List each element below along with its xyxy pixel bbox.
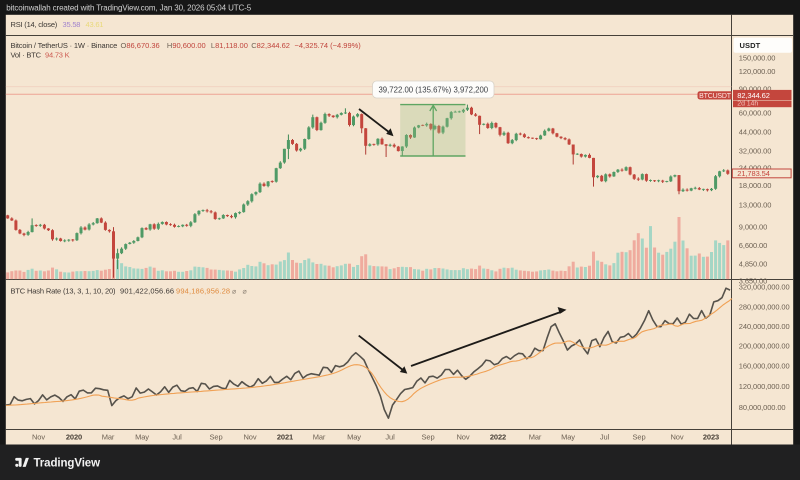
svg-text:2d 14h: 2d 14h xyxy=(737,101,758,108)
svg-text:320,000,000.00: 320,000,000.00 xyxy=(739,283,790,292)
svg-text:C82,344.62: C82,344.62 xyxy=(251,41,290,50)
svg-text:39,722.00 (135.67%) 3,972,200: 39,722.00 (135.67%) 3,972,200 xyxy=(378,86,488,95)
svg-text:35.58: 35.58 xyxy=(63,20,81,29)
svg-text:82,344.62: 82,344.62 xyxy=(737,91,769,100)
svg-text:May: May xyxy=(135,433,149,442)
svg-text:90,000.00: 90,000.00 xyxy=(739,84,771,93)
svg-text:Jul: Jul xyxy=(600,433,610,442)
svg-text:⌀: ⌀ xyxy=(243,289,247,296)
svg-text:60,000.00: 60,000.00 xyxy=(739,109,771,118)
svg-text:4,850.00: 4,850.00 xyxy=(739,260,767,269)
svg-text:120,000.00: 120,000.00 xyxy=(739,67,776,76)
svg-text:Nov: Nov xyxy=(243,433,256,442)
svg-text:Nov: Nov xyxy=(32,433,45,442)
svg-text:BTCUSDT: BTCUSDT xyxy=(699,93,732,100)
svg-text:120,000,000.00: 120,000,000.00 xyxy=(739,382,790,391)
svg-text:bitcoinwallah created with Tra: bitcoinwallah created with TradingView.c… xyxy=(6,4,251,13)
svg-text:Vol · BTC: Vol · BTC xyxy=(11,51,42,60)
svg-text:−4,325.74 (−4.99%): −4,325.74 (−4.99%) xyxy=(295,41,362,50)
svg-text:280,000,000.00: 280,000,000.00 xyxy=(739,302,790,311)
svg-text:44,000.00: 44,000.00 xyxy=(739,127,771,136)
svg-text:80,000,000.00: 80,000,000.00 xyxy=(739,403,786,412)
svg-text:TradingView: TradingView xyxy=(34,458,101,470)
svg-text:Sep: Sep xyxy=(209,433,222,442)
svg-text:18,000.00: 18,000.00 xyxy=(739,181,771,190)
svg-text:RSI (14, close): RSI (14, close) xyxy=(11,20,58,29)
svg-text:9,000.00: 9,000.00 xyxy=(739,223,767,232)
svg-text:32,000.00: 32,000.00 xyxy=(739,146,771,155)
svg-text:Mar: Mar xyxy=(102,433,115,442)
svg-text:Nov: Nov xyxy=(456,433,469,442)
svg-text:Mar: Mar xyxy=(529,433,542,442)
svg-text:H90,600.00: H90,600.00 xyxy=(167,41,206,50)
svg-text:Nov: Nov xyxy=(670,433,683,442)
svg-text:O86,670.36: O86,670.36 xyxy=(121,41,160,50)
svg-text:901,422,056.66: 901,422,056.66 xyxy=(120,287,174,296)
svg-text:94.73 K: 94.73 K xyxy=(45,51,70,60)
svg-text:Bitcoin / TetherUS · 1W · Bina: Bitcoin / TetherUS · 1W · Binance xyxy=(11,41,118,50)
svg-text:2021: 2021 xyxy=(277,433,293,442)
svg-text:21,783.54: 21,783.54 xyxy=(737,169,769,178)
svg-text:USDT: USDT xyxy=(740,41,761,50)
svg-text:Sep: Sep xyxy=(632,433,645,442)
svg-text:Jul: Jul xyxy=(385,433,395,442)
svg-text:2020: 2020 xyxy=(66,433,82,442)
svg-text:3,650.00: 3,650.00 xyxy=(739,277,767,286)
svg-text:160,000,000.00: 160,000,000.00 xyxy=(739,361,790,370)
svg-text:BTC Hash Rate (13, 3, 1, 10, 2: BTC Hash Rate (13, 3, 1, 10, 20) xyxy=(11,287,116,296)
svg-text:43.61: 43.61 xyxy=(86,20,104,29)
svg-text:994,186,956.28: 994,186,956.28 xyxy=(176,287,230,296)
svg-text:Mar: Mar xyxy=(313,433,326,442)
svg-text:2023: 2023 xyxy=(703,433,719,442)
svg-text:200,000,000.00: 200,000,000.00 xyxy=(739,342,790,351)
svg-text:24,000.00: 24,000.00 xyxy=(739,164,771,173)
svg-text:2022: 2022 xyxy=(490,433,506,442)
svg-text:May: May xyxy=(561,433,575,442)
svg-text:Sep: Sep xyxy=(421,433,434,442)
svg-text:240,000,000.00: 240,000,000.00 xyxy=(739,322,790,331)
svg-text:Jul: Jul xyxy=(172,433,182,442)
svg-text:⌀: ⌀ xyxy=(232,289,236,296)
svg-text:L81,118.00: L81,118.00 xyxy=(211,41,248,50)
svg-text:May: May xyxy=(347,433,361,442)
svg-text:150,000.00: 150,000.00 xyxy=(739,54,776,63)
svg-text:6,600.00: 6,600.00 xyxy=(739,241,767,250)
svg-text:13,000.00: 13,000.00 xyxy=(739,200,771,209)
